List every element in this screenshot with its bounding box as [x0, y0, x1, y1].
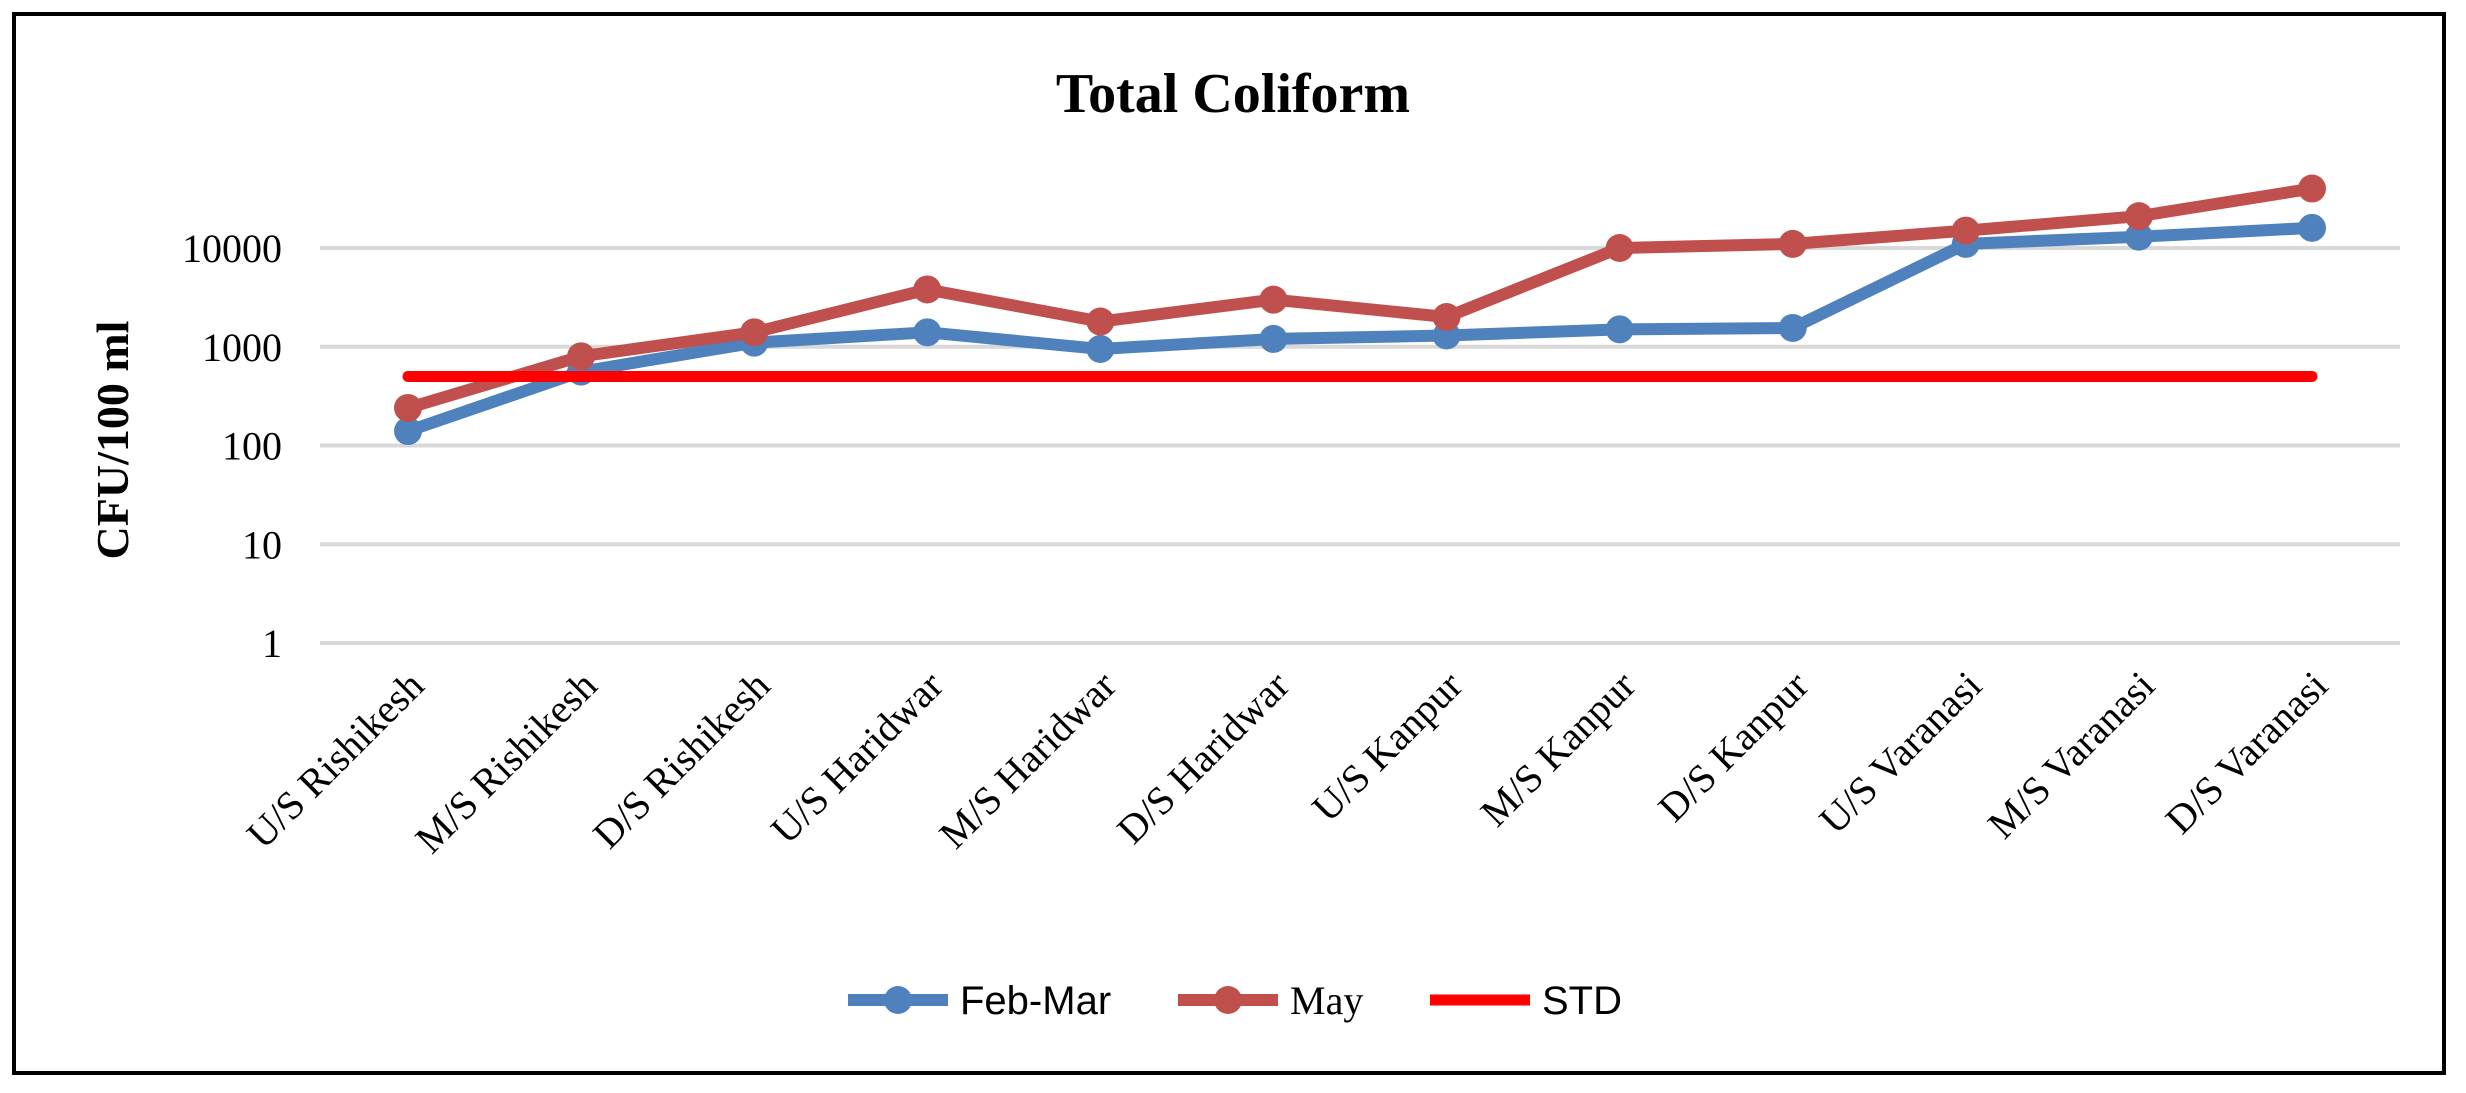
data-point — [1778, 229, 1807, 258]
series-line — [402, 221, 2318, 438]
data-point — [394, 393, 422, 422]
series-line — [402, 182, 2318, 414]
data-point — [740, 318, 769, 347]
data-point — [1605, 315, 1634, 344]
legend-item: May — [1178, 978, 1363, 1023]
legend-label: Feb-Mar — [960, 979, 1111, 1023]
x-tick-label: U/S Kanpur — [1303, 663, 1471, 831]
series-may — [394, 174, 2326, 422]
legend-item: STD — [1430, 979, 1622, 1023]
y-tick-label: 100 — [222, 424, 282, 469]
data-point — [1432, 303, 1461, 332]
x-tick-label: M/S Kanpur — [1472, 663, 1644, 835]
x-tick-label: M/S Varanasi — [1979, 663, 2163, 847]
legend: Feb-Mar May STD — [848, 978, 1622, 1023]
data-point — [1951, 216, 1980, 245]
data-point — [913, 275, 942, 304]
x-tick-label: D/S Varanasi — [2157, 663, 2337, 843]
legend-label: STD — [1542, 979, 1622, 1023]
y-axis-label: CFU/100 ml — [87, 321, 138, 560]
legend-swatch-marker — [884, 986, 912, 1014]
data-point — [2124, 222, 2153, 251]
x-tick-label: D/S Haridwar — [1108, 663, 1298, 853]
data-point — [567, 342, 596, 371]
x-tick-label: M/S Haridwar — [930, 663, 1124, 857]
x-tick-label: D/S Rishikesh — [584, 663, 778, 857]
x-tick-label: D/S Kanpur — [1649, 663, 1817, 831]
data-point — [1778, 313, 1807, 342]
y-axis-ticks: 1 10 100 1000 10000 — [182, 226, 282, 666]
data-point — [1605, 234, 1634, 262]
data-point — [1259, 324, 1288, 353]
data-point — [394, 417, 422, 446]
series-group — [394, 174, 2326, 446]
data-point — [1259, 285, 1288, 314]
legend-label: May — [1290, 978, 1363, 1023]
data-point — [2124, 202, 2153, 231]
data-point — [1086, 307, 1115, 336]
y-tick-label: 1000 — [202, 325, 282, 370]
x-tick-label: U/S Rishikesh — [238, 663, 432, 857]
chart-title: Total Coliform — [1056, 63, 1410, 125]
data-point — [913, 318, 942, 347]
legend-item: Feb-Mar — [848, 979, 1111, 1023]
gridlines — [320, 246, 2400, 645]
data-point — [1086, 334, 1115, 363]
x-tick-label: U/S Varanasi — [1810, 663, 1990, 843]
y-tick-label: 10000 — [182, 226, 282, 271]
y-tick-label: 10 — [242, 522, 282, 567]
x-tick-label: M/S Rishikesh — [406, 663, 605, 862]
x-tick-label: U/S Haridwar — [762, 663, 952, 853]
data-point — [2298, 174, 2326, 203]
data-point — [2298, 213, 2326, 242]
y-tick-label: 1 — [262, 621, 282, 666]
legend-swatch-marker — [1214, 986, 1242, 1014]
